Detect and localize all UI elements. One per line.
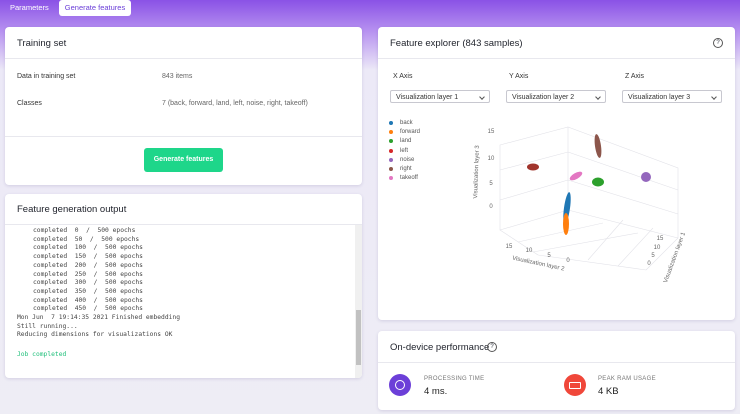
legend-dot [389, 121, 393, 125]
legend-dot [389, 148, 393, 153]
axis-select[interactable]: Visualization layer 3 [622, 90, 722, 103]
legend-item: forward [389, 129, 421, 136]
legend-label: right [400, 166, 412, 172]
tab-active[interactable]: Generate features [59, 0, 131, 16]
icon-glyph [395, 380, 405, 390]
log-line: completed 100 / 500 epochs [33, 244, 143, 252]
cluster [592, 177, 604, 187]
row-value: 7 (back, forward, land, left, noise, rig… [162, 100, 308, 107]
log-line: completed 400 / 500 epochs [33, 296, 143, 304]
legend-item: left [389, 147, 409, 154]
performance-card: On-device performance ? PROCESSING TIME … [378, 331, 735, 410]
legend-dot [389, 139, 393, 144]
legend-label: land [400, 138, 412, 145]
separator [5, 224, 362, 225]
axis-label: X Axis [393, 73, 413, 80]
cluster [594, 134, 602, 158]
tick-label: 15 [657, 236, 664, 242]
explorer-card: Feature explorer (843 samples) ? [378, 27, 735, 320]
tick-label: 10 [654, 245, 661, 251]
log-line: completed 150 / 500 epochs [33, 253, 143, 261]
log-status: Job completed [17, 350, 67, 358]
tick-label: 0 [647, 261, 651, 267]
separator [5, 136, 362, 137]
metric-label: PEAK RAM USAGE [598, 376, 656, 382]
tick-label: 15 [488, 129, 495, 135]
card-title: Training set [17, 38, 67, 49]
generate-button[interactable]: Generate features [144, 148, 223, 172]
tick-label: 15 [506, 244, 513, 250]
metric-value: 4 ms. [424, 386, 448, 397]
legend-dot [389, 167, 393, 171]
legend-dot [389, 130, 393, 135]
legend-item: takeoff [389, 175, 418, 182]
axis-label: Z Axis [625, 73, 645, 80]
log-line: completed 250 / 500 epochs [33, 270, 143, 278]
log-line: Mon Jun 7 19:14:35 2021 Finished embeddi… [17, 314, 181, 321]
clock-icon [389, 374, 411, 396]
log-line: completed 300 / 500 epochs [33, 279, 143, 287]
scrollbar[interactable] [355, 225, 362, 378]
tick-label: 5 [547, 253, 551, 259]
tick-label: 0 [566, 258, 570, 264]
scroll-thumb[interactable] [356, 310, 361, 365]
separator [378, 58, 735, 59]
training-card: Training set Data in training set 843 it… [5, 27, 362, 185]
scatter-3d: Visualization layer 3 Visualization laye… [473, 126, 687, 284]
ram-icon [564, 374, 586, 396]
legend-item: right [389, 166, 412, 172]
icon-glyph [569, 382, 581, 389]
card-title: Feature explorer (843 samples) [390, 38, 523, 49]
card-title: On-device performance [390, 342, 490, 353]
cluster [641, 172, 651, 182]
metric-label: PROCESSING TIME [424, 376, 485, 382]
log-line: completed 200 / 500 epochs [33, 261, 143, 269]
legend-item: back [389, 120, 413, 126]
row-label: Data in training set [17, 73, 76, 80]
cluster [569, 171, 583, 181]
separator [5, 58, 362, 59]
tick-label: 5 [651, 253, 655, 259]
log-line: Still running... [17, 322, 78, 330]
row-value: 843 items [162, 73, 193, 80]
legend-item: noise [389, 156, 415, 163]
row-label: Classes [17, 100, 42, 107]
tick-label: 5 [489, 181, 493, 187]
log: completed 0 / 500 epochs completed 50 / 5… [5, 225, 355, 378]
legend-label: back [400, 120, 413, 126]
axis-title: Visualization layer 1 [663, 231, 687, 284]
legend-label: takeoff [400, 175, 418, 182]
log-line: completed 450 / 500 epochs [33, 305, 143, 313]
card-title: Feature generation output [17, 204, 127, 215]
tick-label: 10 [488, 156, 495, 162]
separator [378, 362, 735, 363]
legend-item: land [389, 138, 412, 145]
axis-select[interactable]: Visualization layer 2 [506, 90, 606, 103]
point-clusters [527, 134, 651, 235]
legend-label: left [400, 147, 409, 154]
metric-value: 4 KB [598, 386, 619, 397]
help-icon[interactable]: ? [487, 342, 497, 352]
log-line: completed 350 / 500 epochs [33, 287, 143, 295]
cluster [527, 163, 539, 171]
axis-label: Y Axis [509, 73, 529, 80]
tab[interactable]: Parameters [10, 3, 49, 12]
log-line: Reducing dimensions for visualizations O… [17, 331, 173, 339]
axis-select[interactable]: Visualization layer 1 [390, 90, 490, 103]
help-icon[interactable]: ? [713, 38, 723, 48]
legend-dot [389, 157, 393, 162]
grid [499, 126, 679, 271]
log-line: completed 50 / 500 epochs [33, 235, 140, 243]
tick-label: 10 [526, 248, 533, 254]
legend-dot [389, 176, 393, 181]
legend-label: noise [400, 156, 415, 163]
output-card: Feature generation output completed 0 / … [5, 194, 362, 378]
axis-title: Visualization layer 3 [473, 145, 481, 199]
legend-label: forward [400, 129, 421, 136]
axis-title: Visualization layer 2 [512, 256, 566, 273]
cluster [563, 213, 569, 235]
log-line: completed 0 / 500 epochs [33, 227, 136, 234]
tick-label: 0 [489, 204, 493, 210]
